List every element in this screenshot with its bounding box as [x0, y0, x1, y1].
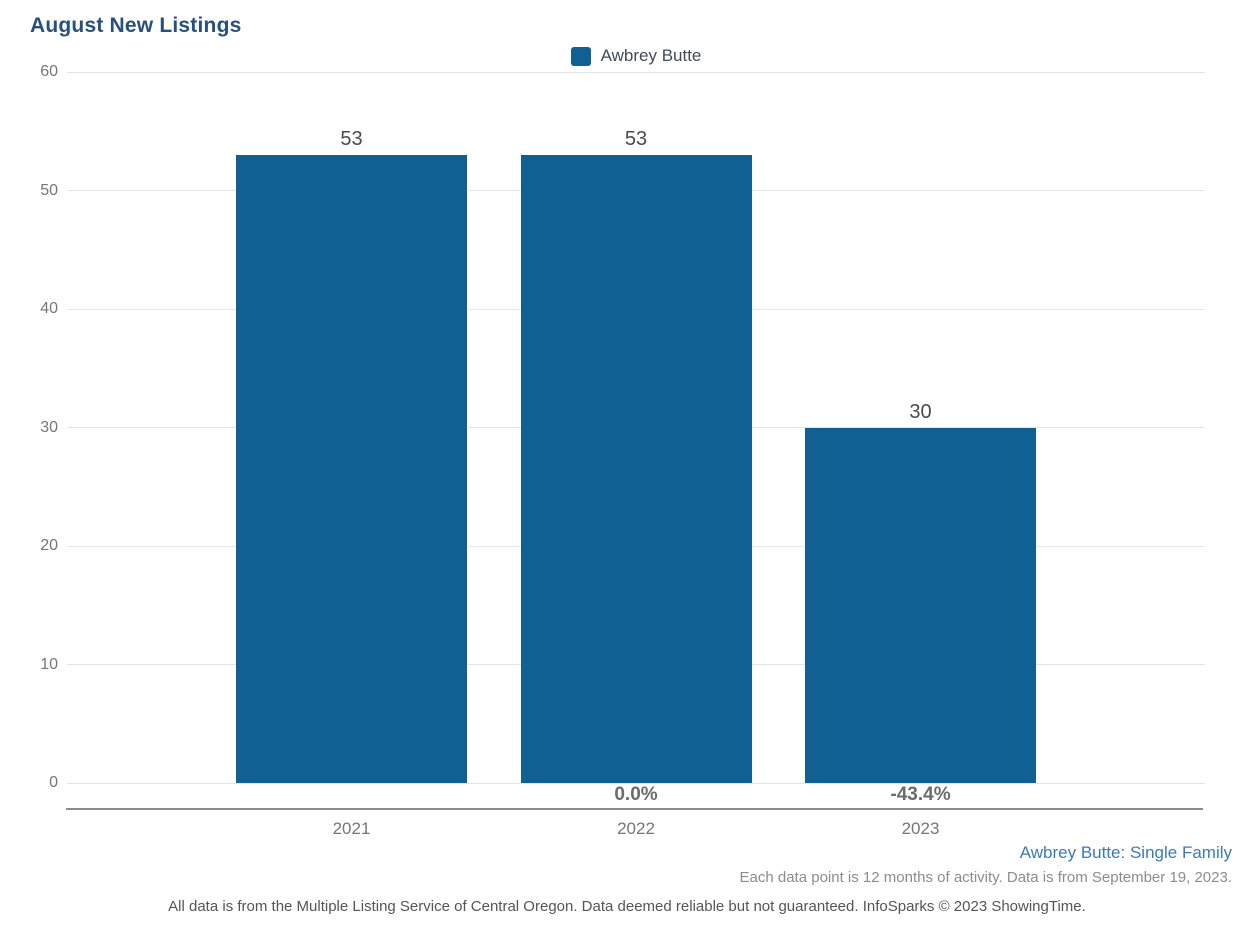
chart-title: August New Listings	[30, 14, 242, 37]
series-note: Awbrey Butte: Single Family	[1019, 843, 1232, 862]
bar-value-label-2022: 53	[624, 127, 648, 150]
gridline-60	[67, 71, 1205, 73]
disclaimer: All data is from the Multiple Listing Se…	[168, 898, 1086, 915]
legend: Awbrey Butte	[67, 44, 1205, 68]
gridline-0	[67, 782, 1205, 784]
legend-label: Awbrey Butte	[600, 46, 702, 65]
plot-area: 60 50 40 30 20 10 0 53 2021 53 0.0% 2022 30 -43.4% 202…	[40, 63, 1205, 838]
x-axis-category-label-2023: 2023	[901, 819, 940, 838]
bar-2023[interactable]	[805, 427, 1036, 783]
legend-swatch-icon	[570, 46, 591, 66]
y-axis-tick-label-10: 10	[40, 655, 58, 673]
x-axis-category-label-2022: 2022	[617, 819, 655, 838]
bar-value-label-2021: 53	[340, 127, 363, 150]
bar-value-label-2023: 30	[909, 400, 932, 423]
pct-change-label-2023: -43.4%	[890, 784, 951, 805]
y-axis-tick-label-0: 0	[49, 774, 58, 791]
y-axis-tick-label-20: 20	[40, 537, 58, 554]
x-axis-category-label-2021: 2021	[332, 819, 371, 838]
y-axis-tick-label-50: 50	[40, 181, 58, 199]
y-axis-tick-label-60: 60	[40, 63, 58, 80]
y-axis-tick-label-30: 30	[40, 418, 58, 436]
bar-2022[interactable]	[520, 154, 752, 783]
bar-2021[interactable]	[236, 154, 467, 783]
y-axis-tick-label-40: 40	[40, 300, 58, 317]
pct-change-label-2022: 0.0%	[614, 784, 658, 805]
x-axis-line	[66, 808, 1203, 810]
data-note: Each data point is 12 months of activity…	[739, 869, 1232, 886]
